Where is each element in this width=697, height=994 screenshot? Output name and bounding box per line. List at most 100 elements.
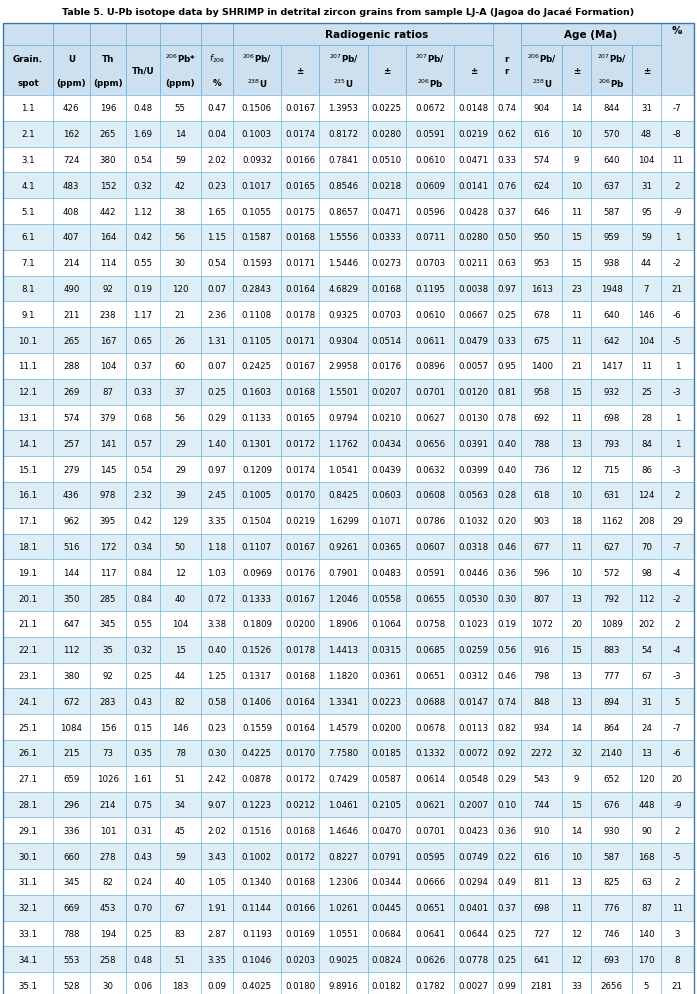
Bar — [201, 380, 233, 406]
Text: 0.1587: 0.1587 — [242, 234, 272, 243]
Text: 0.55: 0.55 — [133, 620, 153, 629]
Bar — [562, 456, 591, 482]
Bar — [661, 843, 694, 869]
Bar — [3, 380, 53, 406]
Bar — [53, 380, 90, 406]
Bar — [406, 585, 454, 611]
Bar — [53, 276, 90, 302]
Text: 958: 958 — [533, 388, 550, 397]
Text: 345: 345 — [100, 620, 116, 629]
Bar — [126, 689, 160, 715]
Bar — [201, 302, 233, 328]
Bar — [233, 946, 281, 972]
Bar — [521, 406, 562, 431]
Bar — [632, 354, 661, 380]
Text: 14: 14 — [571, 104, 582, 113]
Bar — [493, 456, 521, 482]
Text: 73: 73 — [102, 748, 114, 757]
Bar — [3, 869, 53, 895]
Text: 4.6829: 4.6829 — [328, 284, 358, 293]
Text: 0.9025: 0.9025 — [328, 955, 358, 964]
Bar — [661, 560, 694, 585]
Bar — [493, 328, 521, 354]
Text: 746: 746 — [604, 929, 620, 938]
Text: 0.25: 0.25 — [497, 929, 516, 938]
Text: 0.9261: 0.9261 — [328, 543, 358, 552]
Text: 172: 172 — [100, 543, 116, 552]
Bar — [406, 508, 454, 534]
Text: 0.0530: 0.0530 — [459, 594, 489, 603]
Text: 0.0614: 0.0614 — [415, 774, 445, 783]
Text: 0.33: 0.33 — [133, 388, 153, 397]
Text: 574: 574 — [63, 414, 79, 422]
Text: 0.0027: 0.0027 — [459, 981, 489, 990]
Bar — [90, 920, 126, 946]
Bar — [319, 508, 367, 534]
Bar — [201, 456, 233, 482]
Text: -7: -7 — [673, 543, 682, 552]
Text: 0.0445: 0.0445 — [372, 904, 402, 912]
Text: 715: 715 — [604, 465, 620, 474]
Text: 698: 698 — [604, 414, 620, 422]
Bar — [126, 818, 160, 843]
Text: 0.29: 0.29 — [208, 414, 227, 422]
Bar — [126, 920, 160, 946]
Bar — [160, 637, 201, 663]
Bar — [90, 121, 126, 147]
Text: 33.1: 33.1 — [18, 929, 38, 938]
Text: 0.8425: 0.8425 — [328, 491, 358, 500]
Text: 0.0632: 0.0632 — [415, 465, 445, 474]
Text: 16.1: 16.1 — [18, 491, 38, 500]
Bar — [281, 482, 319, 508]
Text: 92: 92 — [102, 284, 114, 293]
Text: 0.1023: 0.1023 — [459, 620, 489, 629]
Text: -6: -6 — [673, 748, 682, 757]
Bar — [53, 715, 90, 741]
Bar — [319, 482, 367, 508]
Bar — [367, 766, 406, 792]
Text: $^{206}$Pb: $^{206}$Pb — [417, 78, 443, 90]
Text: 283: 283 — [100, 697, 116, 706]
Text: 0.8172: 0.8172 — [328, 130, 358, 139]
Text: 627: 627 — [604, 543, 620, 552]
Text: 0.0446: 0.0446 — [459, 569, 489, 578]
Bar — [160, 869, 201, 895]
Text: 0.0130: 0.0130 — [459, 414, 489, 422]
Bar — [367, 380, 406, 406]
Bar — [281, 741, 319, 766]
Bar — [160, 354, 201, 380]
Text: 0.32: 0.32 — [133, 645, 153, 654]
Text: 18.1: 18.1 — [18, 543, 38, 552]
Bar — [591, 173, 632, 199]
Text: 453: 453 — [100, 904, 116, 912]
Text: 0.0701: 0.0701 — [415, 388, 445, 397]
Text: 0.0148: 0.0148 — [459, 104, 489, 113]
Bar — [562, 121, 591, 147]
Bar — [562, 147, 591, 173]
Bar — [201, 869, 233, 895]
Bar — [90, 869, 126, 895]
Bar — [3, 225, 53, 250]
Text: 2.9958: 2.9958 — [328, 362, 358, 371]
Text: 28: 28 — [641, 414, 652, 422]
Text: 0.0423: 0.0423 — [459, 826, 489, 835]
Text: 278: 278 — [100, 852, 116, 861]
Text: 0.0587: 0.0587 — [372, 774, 402, 783]
Bar — [233, 276, 281, 302]
Bar — [406, 121, 454, 147]
Bar — [53, 585, 90, 611]
Bar — [53, 456, 90, 482]
Bar — [454, 663, 493, 689]
Text: 11: 11 — [571, 414, 582, 422]
Text: 0.0072: 0.0072 — [459, 748, 489, 757]
Bar — [493, 508, 521, 534]
Bar — [632, 920, 661, 946]
Text: 15.1: 15.1 — [18, 465, 38, 474]
Text: 2: 2 — [675, 620, 680, 629]
Text: 84: 84 — [641, 439, 652, 448]
Text: 0.0120: 0.0120 — [459, 388, 489, 397]
Bar — [661, 766, 694, 792]
Text: 114: 114 — [100, 259, 116, 268]
Bar — [367, 482, 406, 508]
Bar — [126, 24, 160, 46]
